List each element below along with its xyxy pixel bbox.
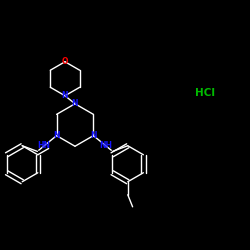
Text: N: N <box>90 131 97 140</box>
Text: O: O <box>62 57 68 66</box>
Text: HN: HN <box>38 141 51 150</box>
Text: HCl: HCl <box>195 88 215 98</box>
Text: N: N <box>62 91 68 100</box>
Text: N: N <box>72 99 78 108</box>
Text: N: N <box>53 131 60 140</box>
Text: NH: NH <box>99 141 112 150</box>
